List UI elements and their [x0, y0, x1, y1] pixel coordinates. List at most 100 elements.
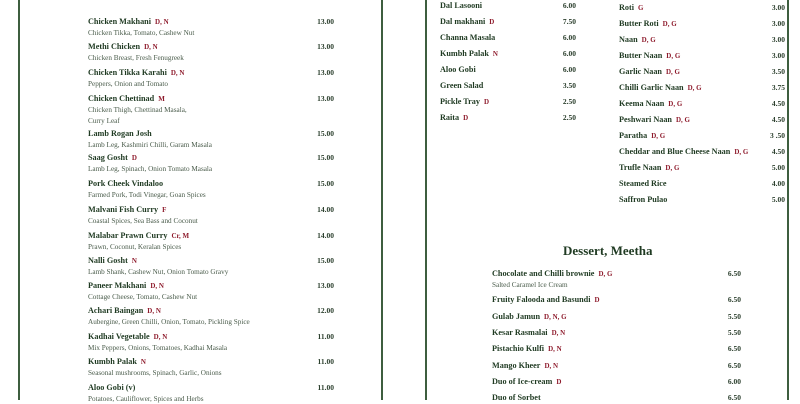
item-description: Aubergine, Green Chilli, Onion, Tomato, … — [88, 318, 250, 326]
item-price: 5.00 — [769, 163, 785, 173]
item-description: Mix Peppers, Onions, Tomatoes, Kadhai Ma… — [88, 344, 228, 352]
item-name: Pork Cheek Vindaloo — [88, 179, 164, 188]
left-page-right-border — [381, 0, 383, 400]
item-description-line2: Curry Leaf — [88, 117, 120, 125]
menu-item: Naan D, G 3.00 — [619, 35, 785, 45]
item-name: Kumbh Palak — [440, 49, 489, 58]
item-price: 4.50 — [769, 147, 785, 157]
mains-list: Chicken Makhani D, N 13.00 Chicken Tikka, T… — [88, 0, 334, 403]
allergen-codes: D, G — [651, 132, 666, 140]
item-price: 15.00 — [315, 256, 334, 266]
menu-item: Chicken Chettinad M 13.00 Chicken Thigh, Ch… — [88, 94, 334, 126]
allergen-codes: D, G — [734, 148, 749, 156]
item-description: Chicken Thigh, Chettinad Masala, — [88, 106, 187, 114]
allergen-codes: D — [483, 98, 490, 106]
item-name: Achari Baingan — [88, 306, 144, 315]
allergen-codes: N — [140, 358, 146, 366]
item-name: Keema Naan — [619, 99, 665, 108]
item-price: 11.00 — [315, 383, 334, 393]
item-name: Chicken Makhani — [88, 17, 152, 26]
item-name: Aloo Gobi — [440, 65, 476, 74]
item-price: 5.50 — [725, 312, 741, 322]
item-price: 13.00 — [315, 281, 334, 291]
item-price: 3.75 — [769, 83, 785, 93]
item-name: Butter Naan — [619, 51, 663, 60]
left-border — [18, 0, 20, 400]
item-price: 12.00 — [315, 306, 334, 316]
item-name: Dal makhani — [440, 17, 486, 26]
item-price: 6.00 — [560, 1, 576, 11]
dessert-title: Dessert, Meetha — [563, 243, 653, 258]
allergen-codes: D, G — [665, 164, 680, 172]
item-description: Prawn, Coconut, Keralan Spices — [88, 243, 182, 251]
menu-item: Malabar Prawn Curry Cr, M 14.00 Prawn, Coco… — [88, 231, 334, 252]
menu-item: Green Salad 3.50 — [440, 81, 576, 91]
allergen-codes: D — [556, 378, 562, 386]
item-name: Nalli Gosht — [88, 256, 128, 265]
menu-item: Chocolate and Chilli brownie D, G 6.50 Salt… — [492, 269, 741, 290]
item-name: Chocolate and Chilli brownie — [492, 269, 595, 278]
allergen-codes: D, N — [170, 69, 185, 77]
item-name: Gulab Jamun — [492, 312, 541, 321]
item-name: Kesar Rasmalai — [492, 328, 548, 337]
allergen-codes: G — [638, 4, 644, 12]
allergen-codes: D, G — [676, 116, 690, 124]
menu-item: Kesar Rasmalai D, N 5.50 — [492, 328, 741, 338]
item-price: 6.00 — [725, 377, 741, 387]
item-price: 7.50 — [560, 17, 576, 27]
menu-item: Duo of Sorbet 6.50 — [492, 393, 741, 403]
item-name: Malabar Prawn Curry — [88, 231, 168, 240]
allergen-codes: D — [594, 296, 600, 304]
item-price: 14.00 — [315, 205, 334, 215]
item-name: Cheddar and Blue Cheese Naan — [619, 147, 731, 156]
menu-item: Pistachio Kulfi D, N 6.50 — [492, 344, 741, 354]
menu-item: Peshwari Naan D, G 4.50 — [619, 115, 785, 125]
item-name: Malvani Fish Curry — [88, 205, 159, 214]
menu-item: Methi Chicken D, N 13.00 Chicken Breast, Fr… — [88, 42, 334, 63]
allergen-codes: N — [492, 50, 498, 58]
item-description: Peppers, Onion and Tomato — [88, 80, 169, 88]
allergen-codes: D, G — [668, 100, 683, 108]
allergen-codes: D, G — [641, 36, 656, 44]
menu-item: Dal makhani D 7.50 — [440, 17, 576, 27]
item-name: Trufle Naan — [619, 163, 662, 172]
item-description: Lamb Leg, Spinach, Onion Tomato Masala — [88, 165, 213, 173]
menu-item: Cheddar and Blue Cheese Naan D, G 4.50 — [619, 147, 785, 157]
item-name: Fruity Falooda and Basundi — [492, 295, 591, 304]
item-price: 3.00 — [769, 19, 785, 29]
menu-item: Garlic Naan D, G 3.50 — [619, 67, 785, 77]
allergen-codes: D — [489, 18, 495, 26]
menu-item: Pork Cheek Vindaloo 15.00 Farmed Pork, Tod… — [88, 179, 334, 200]
menu-item: Gulab Jamun D, N, G 5.50 — [492, 312, 741, 322]
item-price: 3.00 — [769, 3, 785, 13]
menu-item: Roti G 3.00 — [619, 3, 785, 13]
item-name: Steamed Rice — [619, 179, 667, 188]
breads-list: Roti G 3.00 Butter Roti D, G 3.00 Naan D, G 3.00… — [619, 0, 785, 210]
item-name: Paneer Makhani — [88, 281, 147, 290]
allergen-codes: D, N, G — [544, 313, 567, 321]
item-price: 4.00 — [769, 179, 785, 189]
dessert-list: Chocolate and Chilli brownie D, G 6.50 Salt… — [492, 0, 741, 403]
item-description: Chicken Tikka, Tomato, Cashew Nut — [88, 29, 195, 37]
menu-item: Chicken Tikka Karahi D, N 13.00 Peppers, On… — [88, 68, 334, 89]
menu-item: Duo of Ice-cream D 6.00 — [492, 377, 741, 387]
item-price: 4.50 — [769, 115, 785, 125]
item-description: Salted Caramel Ice Cream — [492, 281, 568, 289]
item-price: 13.00 — [315, 68, 334, 78]
allergen-codes: D, N — [147, 307, 161, 315]
menu-item: Fruity Falooda and Basundi D 6.50 — [492, 295, 741, 305]
item-description: Potatoes, Cauliflower, Spices and Herbs — [88, 395, 204, 403]
item-price: 6.00 — [560, 49, 576, 59]
item-name: Peshwari Naan — [619, 115, 672, 124]
menu-item: Aloo Gobi (v) 11.00 Potatoes, Cauliflower,… — [88, 383, 334, 404]
menu-item: Aloo Gobi 6.00 — [440, 65, 576, 75]
allergen-codes: D, N — [551, 329, 566, 337]
item-name: Green Salad — [440, 81, 484, 90]
menu-item: Dal Lasooni 6.00 — [440, 1, 576, 11]
right-page-left-border — [425, 0, 427, 400]
item-price: 6.50 — [725, 295, 741, 305]
allergen-codes: D — [131, 154, 137, 162]
item-price: 6.50 — [725, 344, 741, 354]
item-price: 15.00 — [315, 153, 334, 163]
menu-item: Raita D 2.50 — [440, 113, 576, 123]
